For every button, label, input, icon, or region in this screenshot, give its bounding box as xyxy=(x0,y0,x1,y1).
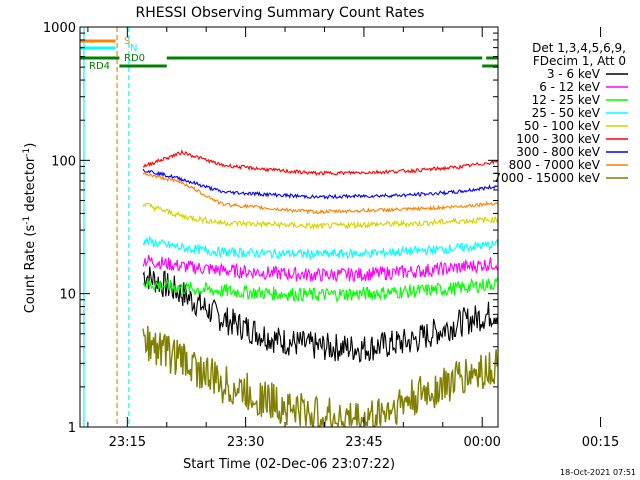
series-line xyxy=(142,168,498,200)
legend-label: 12 - 25 keV xyxy=(532,93,601,107)
legend-label: 100 - 300 keV xyxy=(516,132,600,146)
plot-frame xyxy=(79,26,499,428)
legend-label: 800 - 7000 keV xyxy=(509,158,601,172)
series-line xyxy=(142,325,498,427)
flag-label-n: N xyxy=(130,43,137,54)
y-tick-label: 100 xyxy=(51,154,76,169)
x-axis-label: Start Time (02-Dec-06 23:07:22) xyxy=(183,457,395,472)
flag-layer xyxy=(80,27,498,427)
flag-label-rd4: RD4 xyxy=(89,61,110,72)
series-line xyxy=(142,171,498,215)
y-tick-label: 10 xyxy=(59,288,76,303)
legend-label: 50 - 100 keV xyxy=(524,119,601,133)
legend-label: 6 - 12 keV xyxy=(539,80,601,94)
x-tick-label: 00:15 xyxy=(582,435,619,450)
series-line xyxy=(142,149,498,177)
legend-label: 7000 - 15000 keV xyxy=(493,171,600,185)
legend-label: 300 - 800 keV xyxy=(516,145,600,159)
x-tick-label: 23:15 xyxy=(109,435,146,450)
y-axis-label-sup1: -1 xyxy=(22,216,32,225)
axes-layer: 110100100023:1523:3023:4500:0000:1500:30… xyxy=(43,21,619,450)
series-line xyxy=(142,266,498,363)
series-line xyxy=(142,254,498,283)
flag-label-rd0: RD0 xyxy=(124,53,145,64)
series-line xyxy=(142,202,498,230)
legend-label: 25 - 50 keV xyxy=(532,106,601,120)
y-axis-label-end: ) xyxy=(23,143,38,148)
y-tick-label: 1000 xyxy=(43,21,76,36)
x-tick-label: 23:45 xyxy=(345,435,382,450)
y-tick-label: 1 xyxy=(68,421,76,436)
chart-title: RHESSI Observing Summary Count Rates xyxy=(136,5,425,21)
y-axis-label-main: Count Rate (s xyxy=(23,225,38,314)
y-axis-label: Count Rate (s-1 detector-1) xyxy=(22,143,38,314)
series-layer xyxy=(142,149,498,427)
y-axis-label-sup2: -1 xyxy=(22,148,32,157)
legend: Det 1,3,4,5,6,9, FDecim 1, Att 0 3 - 6 k… xyxy=(493,41,628,185)
series-line xyxy=(142,236,498,261)
legend-label: 3 - 6 keV xyxy=(547,67,601,81)
legend-header-detectors: Det 1,3,4,5,6,9, xyxy=(532,41,626,55)
series-line xyxy=(142,276,498,304)
x-tick-label: 00:00 xyxy=(463,435,500,450)
flag-label-s: S xyxy=(124,36,130,47)
y-axis-label-mid: detector xyxy=(23,156,38,216)
x-tick-label: 23:30 xyxy=(227,435,264,450)
legend-header-decimation: FDecim 1, Att 0 xyxy=(533,54,626,68)
generation-timestamp: 18-Oct-2021 07:51 xyxy=(560,468,636,477)
